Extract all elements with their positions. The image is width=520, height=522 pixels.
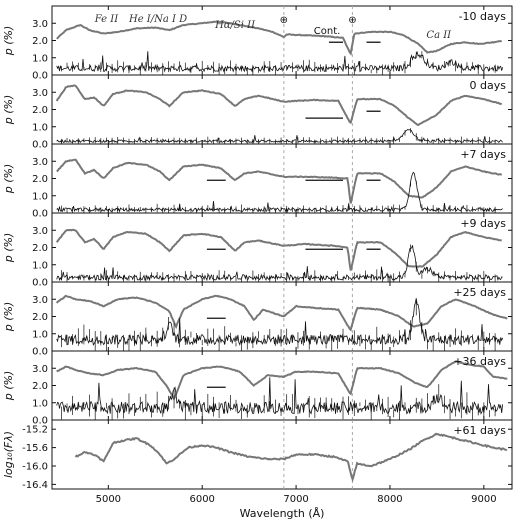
panel-1 (51, 74, 513, 145)
flux-spectrum (55, 228, 502, 271)
line-label: Fe II (94, 14, 119, 25)
x-axis-label: Wavelength (Å) (240, 507, 325, 520)
panel-frame (51, 143, 513, 214)
y-tick-label: 1.0 (32, 329, 48, 340)
y-tick-label: 0.0 (32, 209, 48, 220)
panel-4 (51, 281, 513, 352)
y-axis-label: p (%) (2, 371, 15, 402)
x-tick-label: 8000 (377, 494, 402, 505)
flux-spectrum (55, 84, 503, 127)
y-tick-label: 2.0 (32, 312, 48, 323)
flux-spectrum (55, 294, 508, 332)
line-label: Ca II (426, 30, 452, 41)
y-tick-label: 2.0 (32, 36, 48, 47)
panel-3 (51, 212, 513, 283)
panel-frame (51, 350, 513, 421)
y-tick-label: 3.0 (32, 226, 48, 237)
x-tick-label: 5000 (96, 494, 121, 505)
epoch-label: +7 days (460, 148, 506, 161)
epoch-label: +61 days (453, 424, 506, 437)
y-tick-label: 3.0 (32, 157, 48, 168)
polarization-spectrum (56, 50, 503, 73)
polarization-spectrum (56, 129, 503, 144)
y-tick-label: 1.0 (32, 122, 48, 133)
y-tick-label: 0.0 (32, 347, 48, 358)
y-tick-label: 3.0 (32, 19, 48, 30)
y-tick-label: 2.0 (32, 381, 48, 392)
x-tick-label: 7000 (283, 494, 308, 505)
y-tick-label: 2.0 (32, 243, 48, 254)
y-tick-label: 1.0 (32, 398, 48, 409)
y-axis-label: p (%) (2, 95, 15, 126)
polarization-spectrum (56, 171, 503, 213)
y-tick-label: 3.0 (32, 88, 48, 99)
y-tick-label: -15.2 (22, 425, 48, 436)
telluric-symbol: ⊕ (348, 15, 356, 26)
epoch-label: +25 days (453, 286, 506, 299)
y-tick-label: 3.0 (32, 295, 48, 306)
line-label: He I/Na I D (128, 14, 187, 25)
panel-frame (51, 419, 513, 490)
epoch-label: -10 days (459, 10, 507, 23)
line-label: Hα/Si II (214, 20, 256, 31)
flux-spectrum (74, 432, 508, 483)
y-axis-label: p (%) (2, 302, 15, 333)
y-tick-label: 0.0 (32, 278, 48, 289)
y-tick-label: 0.0 (32, 71, 48, 82)
line-label: Cont. (314, 26, 341, 37)
epoch-label: +9 days (460, 217, 506, 230)
y-tick-label: -16.4 (22, 480, 48, 491)
epoch-label: +36 days (453, 355, 506, 368)
y-tick-label: 1.0 (32, 260, 48, 271)
y-tick-label: 2.0 (32, 174, 48, 185)
y-tick-label: 2.0 (32, 105, 48, 116)
telluric-symbol: ⊕ (280, 15, 288, 26)
y-tick-label: -16.0 (22, 462, 48, 473)
y-tick-label: 1.0 (32, 191, 48, 202)
polarization-spectrum (56, 377, 503, 416)
flux-spectrum (56, 360, 508, 401)
flux-spectrum (56, 20, 502, 56)
y-axis-label: p (%) (2, 164, 15, 195)
y-axis-label: p (%) (2, 233, 15, 264)
y-axis-label: p (%) (2, 26, 15, 57)
y-tick-label: -15.6 (22, 443, 48, 454)
flux-spectrum (56, 158, 503, 204)
y-tick-label: 0.0 (32, 140, 48, 151)
panel-6 (51, 419, 513, 490)
y-tick-label: 3.0 (32, 364, 48, 375)
panel-2 (51, 143, 513, 214)
epoch-label: 0 days (470, 79, 507, 92)
y-axis-label: log₁₀(Fλ) (2, 431, 15, 478)
panel-5 (51, 350, 513, 421)
y-tick-label: 0.0 (32, 416, 48, 427)
y-tick-label: 1.0 (32, 53, 48, 64)
polarization-spectrum (56, 245, 503, 282)
x-tick-label: 9000 (471, 494, 496, 505)
polarization-spectrum (56, 298, 503, 347)
x-tick-label: 6000 (189, 494, 214, 505)
